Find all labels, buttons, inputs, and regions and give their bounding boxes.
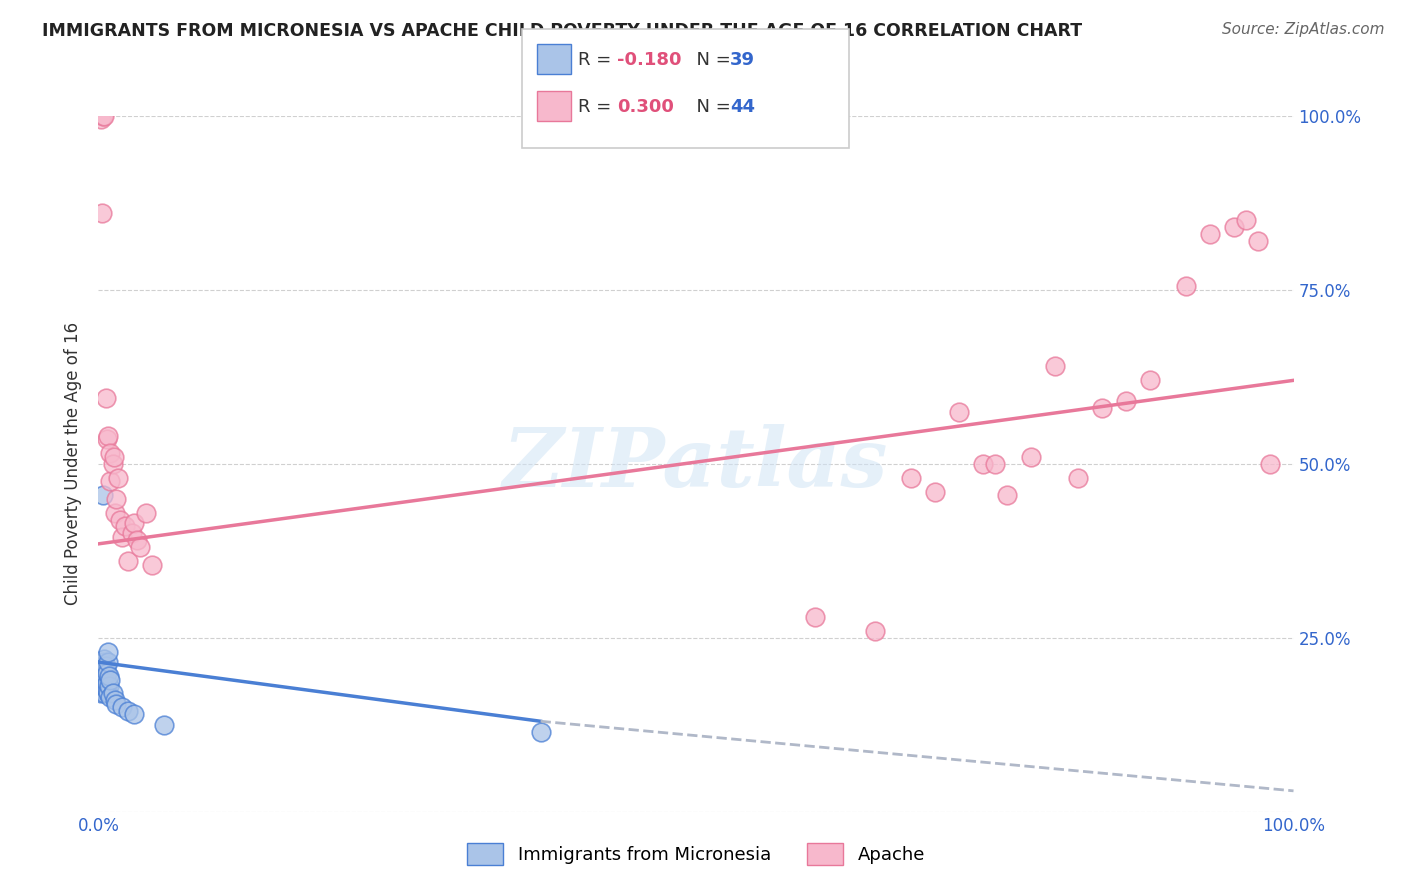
Point [98,690,122,704]
Point [91,680,114,694]
Point [141,558,163,572]
Point [108,512,131,526]
Point [91,673,114,687]
Point [91,683,114,698]
Text: R =: R = [578,98,617,116]
Point [91,680,114,694]
Point [1115,394,1137,409]
Text: N =: N = [685,51,737,69]
Point [900,471,922,485]
Point [98,673,122,687]
Point [91,206,114,220]
Point [96,433,118,447]
Point [105,697,128,711]
Point [804,610,827,624]
Point [97,655,120,669]
Text: 39: 39 [730,51,755,69]
Text: 44: 44 [730,98,755,116]
Text: R =: R = [578,51,617,69]
Point [89,683,111,698]
Point [1234,213,1257,227]
Text: 0.300: 0.300 [617,98,673,116]
Point [104,693,127,707]
Point [1246,234,1268,248]
Point [111,700,134,714]
Point [984,457,1007,471]
Point [972,457,994,471]
Point [98,669,121,683]
Point [1043,359,1066,374]
Point [98,475,122,489]
Point [114,519,136,533]
Point [1175,279,1198,293]
Point [129,541,152,555]
Point [117,704,139,718]
Point [91,662,114,676]
Point [124,516,146,530]
Point [94,658,117,673]
Point [93,676,115,690]
Text: Source: ZipAtlas.com: Source: ZipAtlas.com [1222,22,1385,37]
Point [104,506,127,520]
Point [153,717,176,731]
Point [96,676,118,690]
Point [91,655,114,669]
Point [529,724,551,739]
Point [995,488,1018,502]
Point [91,669,114,683]
Point [117,554,139,568]
Point [101,457,124,471]
Point [97,645,120,659]
Point [124,707,146,722]
Point [98,680,121,694]
Text: ZIPatlas: ZIPatlas [503,424,889,504]
Point [1019,450,1042,464]
Point [93,109,115,123]
Point [93,651,115,665]
Point [103,450,125,464]
Point [863,624,887,638]
Point [94,669,117,683]
Point [1198,227,1220,242]
Point [98,446,122,460]
Point [93,686,115,700]
Point [90,112,112,127]
Point [111,530,134,544]
Point [93,665,115,680]
Point [91,109,114,123]
Point [924,484,946,499]
Text: -0.180: -0.180 [617,51,682,69]
Point [89,669,111,683]
Point [121,526,143,541]
Text: IMMIGRANTS FROM MICRONESIA VS APACHE CHILD POVERTY UNDER THE AGE OF 16 CORRELATI: IMMIGRANTS FROM MICRONESIA VS APACHE CHI… [42,22,1083,40]
Point [1139,373,1161,387]
Point [90,686,112,700]
Point [97,686,120,700]
Point [125,533,148,548]
Point [94,391,117,405]
Point [96,665,118,680]
Point [107,471,129,485]
Point [1067,471,1090,485]
Point [90,676,112,690]
Point [96,683,118,698]
Point [105,491,128,506]
Point [1091,401,1114,416]
Legend: Immigrants from Micronesia, Apache: Immigrants from Micronesia, Apache [460,836,932,872]
Point [97,429,120,443]
Y-axis label: Child Poverty Under the Age of 16: Child Poverty Under the Age of 16 [65,322,83,606]
Point [1222,220,1246,235]
Point [135,506,157,520]
Point [91,658,114,673]
Point [948,405,970,419]
Text: N =: N = [685,98,737,116]
Point [91,488,114,502]
Point [1258,457,1281,471]
Point [90,665,112,680]
Point [94,681,117,695]
Point [101,686,124,700]
